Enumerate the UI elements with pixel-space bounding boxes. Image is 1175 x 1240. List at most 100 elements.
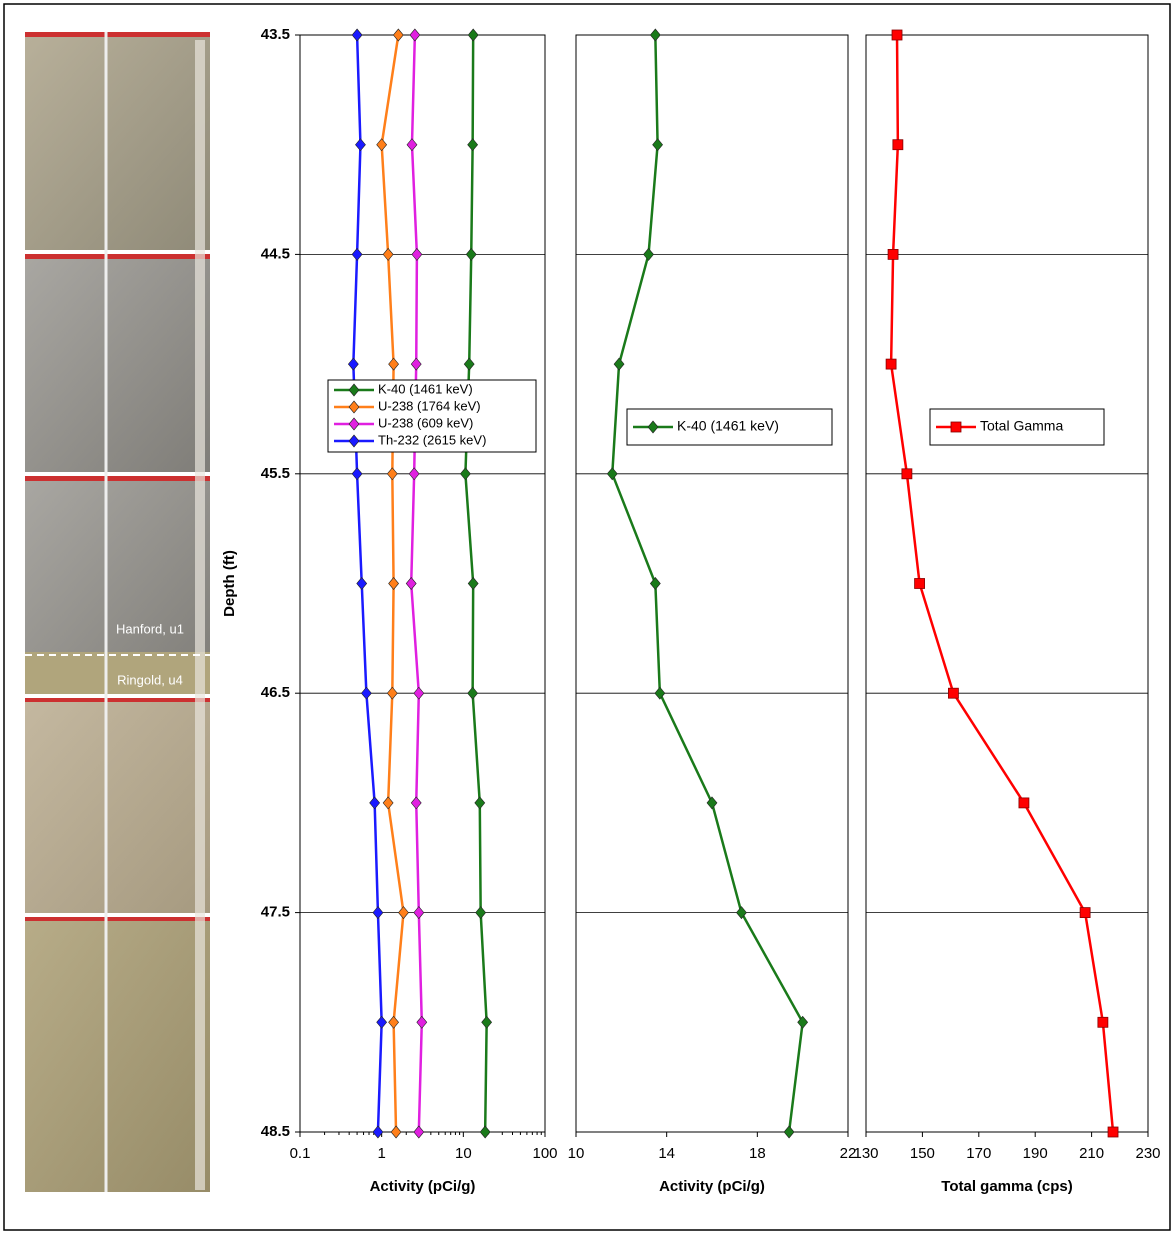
plot-area (575, 34, 849, 1133)
y-tick-label: 45.5 (261, 465, 290, 482)
marker (475, 906, 487, 920)
marker (463, 357, 475, 371)
marker (465, 247, 477, 261)
marker (376, 138, 388, 152)
marker (410, 796, 422, 810)
x-axis-title: Activity (pCi/g) (659, 1178, 765, 1195)
marker (643, 247, 654, 261)
marker (408, 467, 420, 481)
y-axis-title: Depth (ft) (221, 550, 238, 617)
marker (386, 467, 398, 481)
marker (948, 687, 959, 699)
marker (348, 400, 360, 414)
marker (652, 138, 663, 152)
y-tick-label: 43.5 (261, 26, 290, 43)
x-tick-label: 170 (966, 1145, 991, 1162)
marker (351, 467, 363, 481)
x-tick-label: 14 (658, 1145, 675, 1162)
marker (885, 358, 897, 370)
y-tick-label: 47.5 (261, 904, 290, 921)
marker (388, 1015, 399, 1029)
marker (360, 686, 372, 700)
marker (413, 686, 425, 700)
marker (783, 1125, 795, 1139)
x-tick-label: 130 (853, 1145, 878, 1162)
marker (649, 28, 661, 42)
marker (706, 796, 718, 810)
x-tick-label: 10 (455, 1145, 472, 1162)
marker (736, 906, 747, 920)
marker (382, 796, 394, 810)
marker (388, 357, 399, 371)
x-tick-label: 150 (910, 1145, 935, 1162)
marker (797, 1015, 809, 1029)
marker (351, 28, 363, 42)
marker (348, 434, 360, 448)
marker (411, 247, 423, 261)
x-tick-label: 22 (840, 1145, 857, 1162)
marker (479, 1125, 491, 1139)
marker (467, 577, 479, 590)
x-tick-label: 10 (568, 1145, 585, 1162)
marker (1107, 1126, 1119, 1138)
plot-area (299, 34, 546, 1133)
marker (347, 357, 359, 371)
marker (467, 28, 479, 42)
marker (654, 686, 666, 700)
core-photo: Hanford, u1 Ringold, u4 (25, 32, 210, 1192)
marker (413, 906, 425, 920)
x-axis-title: Total gamma (cps) (941, 1178, 1072, 1195)
marker (1018, 797, 1030, 809)
marker (382, 247, 394, 261)
marker (376, 1015, 388, 1029)
marker (1097, 1016, 1109, 1028)
marker (410, 357, 422, 371)
frame (3, 3, 1171, 1231)
marker (892, 139, 904, 151)
x-axis-title: Activity (pCi/g) (370, 1178, 476, 1195)
y-tick-label: 44.5 (261, 245, 290, 262)
marker (369, 796, 381, 810)
marker (647, 420, 659, 434)
marker (392, 28, 404, 42)
marker (1079, 907, 1091, 918)
marker (467, 138, 479, 152)
marker (649, 577, 661, 590)
marker (351, 247, 363, 261)
marker (405, 577, 417, 590)
legend-label: K-40 (1461 keV) (378, 381, 473, 396)
legend-label: U-238 (1764 keV) (378, 398, 481, 413)
x-tick-label: 1 (377, 1145, 385, 1162)
x-tick-label: 210 (1079, 1145, 1104, 1162)
marker (467, 686, 479, 700)
y-tick-label: 46.5 (261, 684, 290, 701)
marker (914, 578, 925, 589)
marker (372, 906, 384, 920)
marker (950, 421, 962, 433)
marker (887, 248, 899, 260)
marker (413, 1125, 425, 1139)
x-tick-label: 190 (1023, 1145, 1048, 1162)
marker (613, 357, 625, 371)
x-tick-label: 230 (1135, 1145, 1160, 1162)
marker (606, 467, 618, 481)
legend-label: Total Gamma (980, 418, 1063, 434)
y-tick-label: 48.5 (261, 1123, 290, 1140)
plot-area (865, 34, 1149, 1133)
marker (406, 138, 418, 152)
marker (474, 796, 486, 810)
marker (460, 467, 471, 481)
x-tick-label: 18 (749, 1145, 766, 1162)
unit-label: Ringold, u4 (117, 672, 183, 687)
legend-label: Th-232 (2615 keV) (378, 432, 486, 447)
marker (481, 1015, 493, 1029)
legend-label: K-40 (1461 keV) (677, 418, 779, 434)
marker (348, 383, 360, 397)
marker (386, 686, 398, 700)
unit-label: Hanford, u1 (116, 621, 184, 636)
marker (372, 1125, 384, 1139)
legend-label: U-238 (609 keV) (378, 415, 473, 430)
marker (398, 906, 409, 920)
x-tick-label: 0.1 (290, 1145, 311, 1162)
